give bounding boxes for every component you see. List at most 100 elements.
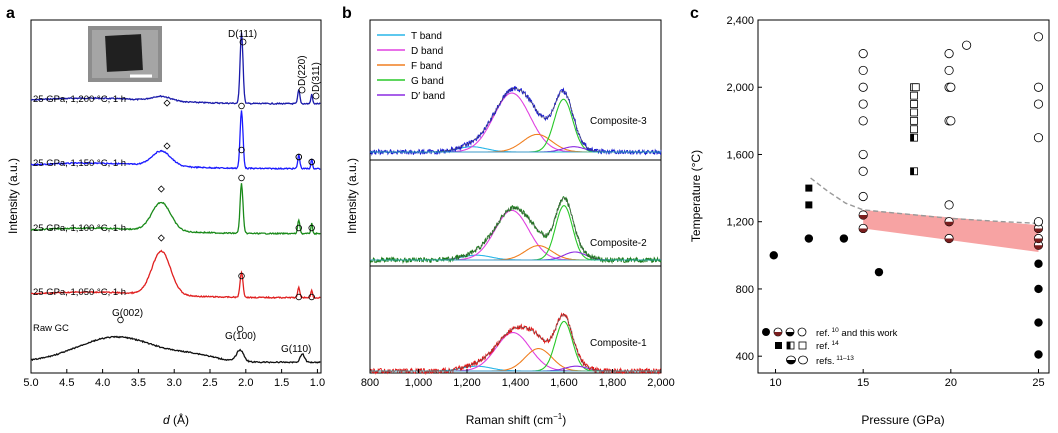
point-open-circle-1 (858, 65, 868, 76)
peak-circle-8 (308, 224, 315, 232)
b-xtick-label-0: 800 (361, 377, 379, 389)
point-open-circle-4 (858, 166, 868, 176)
panel-c-phase-diagram: 10 15 20 25 400 800 1,200 1,600 2,000 2,400 ref.… (689, 15, 1050, 427)
point-filled-circle-6 (1034, 318, 1043, 327)
point-open-circle-3 (858, 116, 868, 126)
panel-c-points (769, 32, 1044, 359)
point-open-square-4 (910, 108, 918, 117)
point-filled-square-1 (805, 201, 813, 209)
point-half-circle-0 (858, 228, 868, 233)
a-xtick-label-8: 1.0 (310, 377, 325, 389)
peak-circle-0 (238, 102, 245, 110)
panel-b-y-axis-label: Intensity (a.u.) (345, 158, 359, 234)
xrd-series-label-0: 25 GPa, 1,200 °C, 1 h (33, 94, 126, 105)
composite-label-1: Composite-2 (590, 238, 647, 249)
legend-filled-square (775, 342, 782, 349)
point-filled-circle-4 (1034, 259, 1043, 268)
point-open-circle-14 (944, 200, 954, 210)
point-half-circle-1 (858, 214, 868, 220)
point-half-square-0 (910, 134, 915, 142)
point-open-circle-16 (1033, 32, 1044, 42)
xrd-curve-3 (30, 249, 321, 300)
peak-circle-13 (117, 316, 124, 324)
composite-label-0: Composite-3 (590, 116, 647, 127)
panel-a-plot-frame (30, 19, 322, 374)
legend-hexagon-open (798, 355, 808, 365)
a-xtick-label-5: 2.5 (202, 377, 217, 389)
legend-half-circle (774, 332, 782, 336)
peak-circle-4 (295, 153, 303, 161)
point-filled-circle-3 (874, 267, 884, 277)
panel-b-x-ticks: 800 1,000 1,200 1,400 1,600 1,800 2,000 (361, 369, 675, 389)
point-open-square-1 (911, 83, 920, 92)
legend-filled-circle (762, 328, 770, 336)
legend-half-square (787, 342, 791, 349)
point-open-square-6 (910, 125, 918, 134)
panel-label-c: c (690, 5, 699, 22)
panel-a-x-ticks: 5.0 4.5 4.0 3.5 3.0 2.5 2.0 1.5 1.0 (23, 369, 325, 389)
a-xtick-label-1: 4.5 (59, 377, 74, 389)
legend-ref-label-2: ref. 14 (816, 340, 839, 352)
panel-b-plot-frame (369, 19, 662, 374)
legend-ref-label-1: ref. 10 and this work (816, 327, 898, 339)
xrd-curve-2 (30, 183, 321, 236)
peak-circle-9 (238, 272, 245, 280)
xrd-series-label-3: 25 GPa, 1,050 °C, 1 h (33, 287, 126, 298)
b-xtick-label-3: 1,400 (502, 377, 530, 389)
point-half-circle-6 (1034, 228, 1043, 233)
panel-a-y-axis-label: Intensity (a.u.) (6, 158, 20, 234)
a-xtick-label-7: 1.5 (274, 377, 289, 389)
point-open-square-2 (910, 91, 918, 100)
point-open-square-5 (910, 116, 918, 125)
peak-label-g110: G(110) (281, 344, 311, 355)
c-ytick-label-1: 800 (736, 284, 754, 296)
xrd-curve-0 (31, 32, 321, 106)
c-xtick-label-3: 25 (1032, 377, 1044, 389)
peak-circle-10 (295, 293, 303, 301)
point-filled-circle-1 (804, 234, 814, 243)
panel-c-plot-frame (757, 19, 1050, 374)
b-xtick-label-4: 1,600 (550, 377, 578, 389)
a-xtick-label-6: 2.0 (238, 377, 253, 389)
peak-marker-d111 (239, 38, 247, 46)
xrd-series-label-1: 25 GPa, 1,150 °C, 1 h (33, 158, 126, 169)
amorphous-marker-1 (163, 142, 171, 150)
b-xtick-label-6: 2,000 (647, 377, 675, 389)
point-open-circle-17 (1033, 82, 1044, 92)
point-open-circle-18 (1033, 99, 1044, 109)
xrd-curve-4 (30, 335, 321, 364)
point-half-circle-2 (944, 238, 954, 243)
b-xtick-label-2: 1,200 (453, 377, 481, 389)
panel-b-composite-labels: Composite-3 Composite-2 Composite-1 (590, 116, 647, 349)
panel-c-x-ticks: 10 15 20 25 (769, 369, 1045, 389)
point-open-circle-11 (946, 82, 956, 92)
peak-circle-12 (236, 325, 244, 333)
peak-label-d311: D(311) (311, 62, 322, 92)
b-xtick-label-1: 1,000 (405, 377, 433, 389)
panel-a-peak-markers (117, 99, 315, 333)
panel-b-legend: T band D band F band G band D′ band (377, 31, 445, 102)
peak-label-g100: G(100) (225, 331, 256, 342)
point-open-square-3 (910, 100, 918, 108)
peak-label-d111: D(111) (228, 29, 257, 40)
point-filled-circle-0 (769, 251, 778, 260)
xrd-series-label-2: 25 GPa, 1,100 °C, 1 h (33, 223, 126, 234)
panel-a-series-labels: 25 GPa, 1,200 °C, 1 h 25 GPa, 1,150 °C, 1… (33, 94, 126, 334)
c-ytick-label-3: 1,600 (726, 149, 754, 161)
point-filled-circle-5 (1034, 284, 1043, 294)
point-open-circle-15 (962, 40, 972, 50)
point-open-circle-0 (858, 49, 868, 59)
peak-marker-d220 (298, 86, 306, 94)
peak-circle-5 (308, 158, 315, 166)
panel-b-x-axis-label: Raman shift (cm−1) (466, 412, 566, 427)
sample-photo-inset (88, 26, 162, 82)
peak-label-d220: D(220) (297, 55, 308, 86)
a-xtick-label-2: 4.0 (95, 377, 110, 389)
c-ytick-label-0: 400 (736, 351, 754, 363)
point-filled-circle-7 (1034, 350, 1043, 359)
point-half-square-1 (910, 167, 915, 175)
peak-marker-d311 (312, 92, 320, 100)
xrd-curve-1 (30, 110, 321, 171)
